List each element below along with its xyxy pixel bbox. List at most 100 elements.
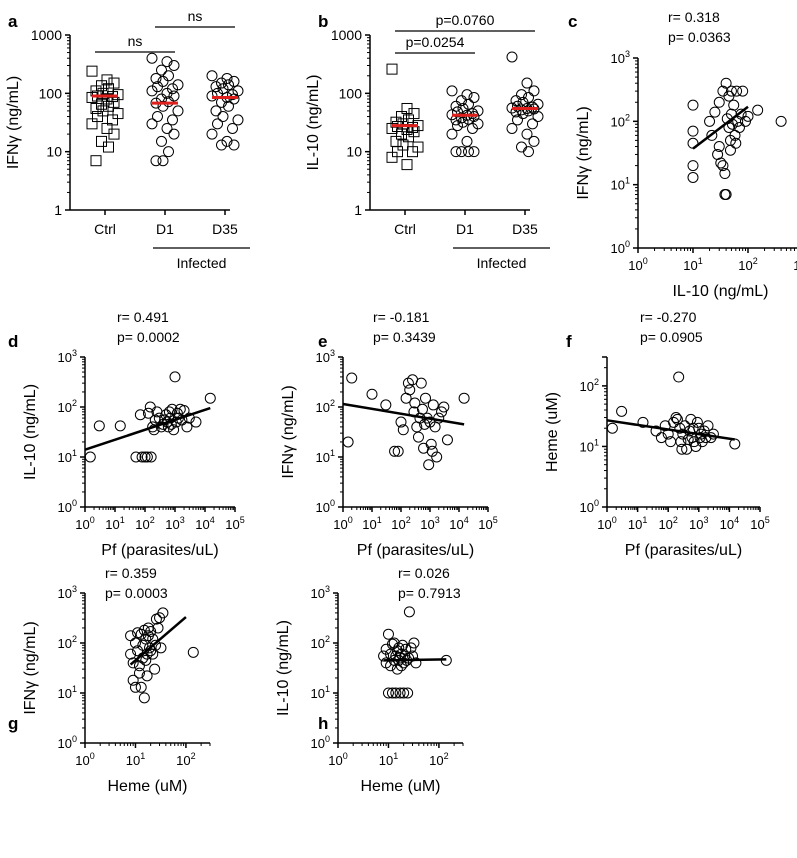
data-point — [637, 416, 649, 428]
x-tick-label: 101 — [105, 515, 124, 532]
y-tick-label: 101 — [580, 437, 599, 454]
x-tick-label: 102 — [135, 515, 154, 532]
data-point — [616, 405, 628, 417]
data-point — [150, 72, 162, 84]
data-point — [127, 674, 139, 686]
x-tick-label: D1 — [156, 221, 174, 237]
data-point — [108, 128, 120, 140]
data-point — [216, 77, 227, 89]
x-tick-label: 103 — [165, 515, 184, 532]
data-point — [732, 115, 744, 127]
p-value: p= 0.0363 — [668, 29, 731, 45]
data-point — [135, 681, 147, 693]
data-point — [700, 432, 712, 444]
data-point — [467, 122, 478, 134]
data-point — [167, 114, 178, 126]
regression-line — [84, 406, 211, 451]
y-tick-label: 100 — [316, 498, 335, 515]
data-point — [141, 670, 153, 682]
y-tick-label: 100 — [339, 85, 363, 101]
data-point — [446, 85, 458, 97]
data-point — [655, 432, 667, 444]
data-point — [606, 422, 618, 434]
data-point — [145, 625, 157, 637]
data-point — [382, 628, 394, 640]
data-point — [227, 89, 238, 101]
y-tick-label: 100 — [611, 239, 630, 256]
data-point — [521, 128, 533, 140]
x-tick-label: 102 — [738, 256, 757, 273]
data-point — [398, 687, 410, 699]
data-point — [704, 115, 716, 127]
data-point — [724, 144, 736, 156]
y-tick-label: 1 — [54, 202, 62, 218]
p-value: p= 0.0905 — [640, 329, 703, 345]
x-tick-label: Ctrl — [94, 221, 116, 237]
x-tick-label: 101 — [628, 515, 647, 532]
x-tick-label: D1 — [456, 221, 474, 237]
y-axis-label: IFNγ (ng/mL) — [5, 76, 22, 169]
x-tick-label: 105 — [750, 515, 769, 532]
y-tick-label: 10 — [346, 144, 362, 160]
data-point — [468, 91, 480, 103]
data-point — [457, 116, 469, 128]
data-point — [146, 85, 158, 97]
data-point — [687, 160, 699, 172]
data-point — [165, 418, 177, 430]
y-axis-label: IL-10 (ng/mL) — [22, 384, 39, 480]
data-point — [731, 85, 743, 97]
y-tick-label: 100 — [39, 85, 63, 101]
x-axis-label: IL-10 (ng/mL) — [672, 283, 768, 300]
data-point — [86, 118, 98, 130]
comparison-label: p=0.0254 — [406, 34, 465, 50]
data-point — [144, 401, 156, 413]
data-point — [223, 100, 234, 112]
data-point — [172, 105, 184, 117]
y-tick-label: 1 — [354, 202, 362, 218]
y-tick-label: 101 — [316, 448, 335, 465]
panel-letter: e — [318, 332, 327, 351]
group-label: Infected — [477, 255, 527, 271]
x-tick-label: 104 — [195, 515, 214, 532]
x-tick-label: 100 — [75, 515, 94, 532]
data-point — [342, 436, 354, 448]
data-point — [149, 663, 161, 675]
data-point — [161, 87, 173, 99]
data-point — [227, 122, 238, 134]
y-tick-label: 101 — [611, 176, 630, 193]
data-point — [458, 392, 470, 404]
data-point — [685, 413, 697, 425]
y-tick-label: 103 — [58, 348, 77, 365]
data-point — [93, 420, 105, 432]
data-point — [366, 388, 378, 400]
data-point — [389, 445, 401, 457]
data-point — [157, 155, 169, 167]
data-point — [187, 646, 199, 658]
data-point — [172, 79, 184, 91]
panel-b: 1 10 100 1000 IL-10 (ng/mL) Ctrl D1 D35 Infected… — [305, 12, 550, 271]
x-axis-label: Heme (uM) — [360, 778, 440, 795]
data-point — [720, 188, 732, 200]
x-tick-label: 102 — [429, 751, 448, 768]
data-point — [127, 657, 139, 669]
y-tick-label: 103 — [58, 584, 77, 601]
data-point — [145, 451, 157, 463]
r-value: r= 0.318 — [668, 9, 720, 25]
data-point — [163, 70, 174, 82]
data-point — [210, 105, 222, 117]
data-point — [134, 409, 146, 421]
data-point — [687, 125, 699, 137]
data-point — [401, 159, 413, 171]
data-point — [506, 122, 518, 134]
data-point — [183, 412, 195, 424]
data-point — [420, 392, 432, 404]
data-point — [181, 421, 193, 433]
x-axis-label: Pf (parasites/uL) — [101, 542, 218, 559]
y-axis-label: IFNγ (ng/mL) — [22, 621, 39, 714]
data-point — [163, 146, 174, 158]
data-point — [532, 111, 544, 123]
y-axis-label: IL-10 (ng/mL) — [275, 620, 292, 716]
data-point — [510, 106, 522, 118]
y-tick-label: 100 — [580, 498, 599, 515]
data-point — [96, 135, 107, 147]
